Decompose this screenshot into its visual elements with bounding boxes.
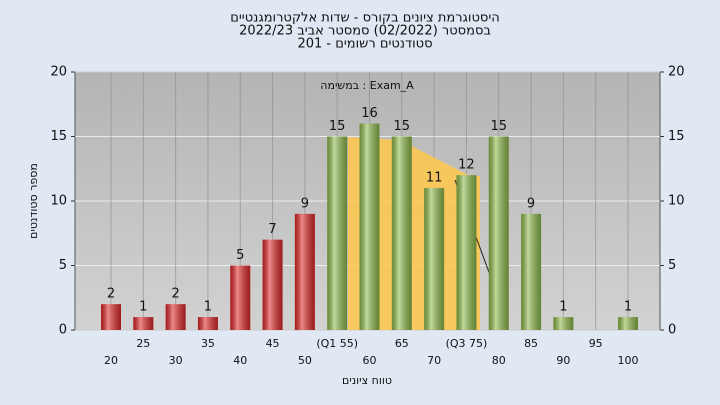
- value-label: 15: [490, 119, 507, 134]
- x-tick-label: 60: [363, 354, 377, 367]
- bar-shine: [618, 317, 638, 330]
- value-label: 1: [624, 300, 632, 315]
- x-axis-label: טווח ציונים: [342, 374, 392, 387]
- value-label: 7: [268, 222, 276, 237]
- value-label: 1: [559, 300, 567, 315]
- value-label: 2: [171, 287, 179, 302]
- bar-shine: [553, 317, 574, 330]
- y-tick-label: 20: [50, 65, 67, 80]
- y2-tick-label: 0: [668, 323, 676, 338]
- value-label: 9: [301, 196, 309, 211]
- quartile-area: [348, 137, 480, 330]
- value-label: 16: [361, 106, 378, 121]
- bar-shine: [391, 136, 412, 330]
- x-tick-label: 95: [589, 337, 603, 350]
- y-tick-label: 10: [50, 194, 67, 209]
- x-tick-label: 50: [298, 354, 312, 367]
- y-tick-label: 5: [59, 258, 67, 273]
- x-tick-label: 20: [104, 354, 118, 367]
- x-tick-label: 35: [201, 337, 215, 350]
- y2-tick-label: 15: [668, 129, 685, 144]
- value-label: 5: [236, 248, 244, 263]
- value-label: 9: [527, 196, 535, 211]
- bar-shine: [133, 317, 154, 330]
- x-tick-label: 90: [556, 354, 570, 367]
- y-axis-label: מספר סטודנטים: [27, 163, 40, 239]
- x-tick-label: 100: [618, 354, 639, 367]
- x-tick-label: 70: [427, 354, 441, 367]
- y2-tick-label: 5: [668, 258, 676, 273]
- chart-title-2: בסמסטר (02/2022) סמסטר אביב 2022/23: [239, 24, 491, 39]
- bar-shine: [488, 136, 509, 330]
- bar-shine: [165, 304, 186, 330]
- value-label: 15: [394, 119, 411, 134]
- x-tick-label: 65: [395, 337, 409, 350]
- bar-shine: [262, 239, 283, 330]
- x-tick-label: 30: [169, 354, 183, 367]
- x-tick-label: 45: [266, 337, 280, 350]
- value-label: 1: [204, 300, 212, 315]
- x-tick-label: 40: [233, 354, 247, 367]
- bar-shine: [456, 175, 477, 330]
- bar-shine: [521, 213, 542, 330]
- y-tick-label: 15: [50, 129, 67, 144]
- bar-shine: [230, 265, 251, 330]
- y2-tick-label: 10: [668, 194, 685, 209]
- y-tick-label: 0: [59, 323, 67, 338]
- chart-title-1: היסטוגרמת ציונים בקורס - שדות אלקטרומגנט…: [230, 11, 499, 26]
- value-label: 12: [458, 158, 475, 173]
- annotation: במשימה : Exam_A: [320, 79, 414, 92]
- x-tick-label: (Q3 75): [446, 337, 488, 350]
- value-label: 11: [426, 171, 443, 186]
- bar-shine: [294, 213, 315, 330]
- x-tick-label: 80: [492, 354, 506, 367]
- bar-shine: [327, 136, 348, 330]
- value-label: 1: [139, 300, 147, 315]
- bar-shine: [424, 188, 445, 330]
- y2-tick-label: 20: [668, 65, 685, 80]
- bar-shine: [359, 123, 380, 330]
- chart-title-3: סטודנטים רשומים - 201: [297, 37, 432, 52]
- x-tick-label: 25: [136, 337, 150, 350]
- value-label: 15: [329, 119, 346, 134]
- value-label: 2: [107, 287, 115, 302]
- x-tick-label: (Q1 55): [316, 337, 358, 350]
- bar-shine: [197, 317, 218, 330]
- bar-shine: [101, 304, 121, 330]
- x-tick-label: 85: [524, 337, 538, 350]
